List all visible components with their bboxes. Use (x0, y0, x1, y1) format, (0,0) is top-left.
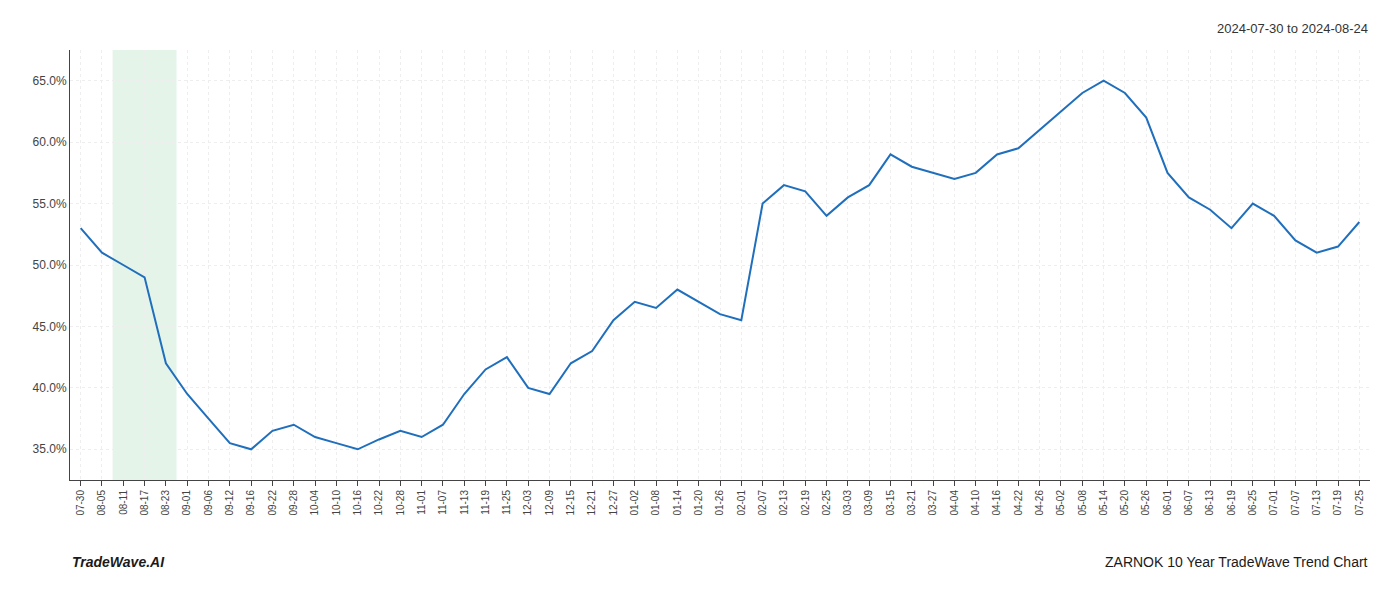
svg-text:04-16: 04-16 (991, 490, 1002, 516)
svg-text:65.0%: 65.0% (33, 74, 67, 88)
svg-text:05-14: 05-14 (1098, 490, 1109, 516)
svg-text:45.0%: 45.0% (33, 320, 67, 334)
svg-text:60.0%: 60.0% (33, 135, 67, 149)
svg-text:06-25: 06-25 (1247, 490, 1258, 516)
svg-text:02-19: 02-19 (800, 490, 811, 516)
svg-text:07-13: 07-13 (1311, 490, 1322, 516)
svg-text:09-16: 09-16 (245, 490, 256, 516)
svg-text:05-02: 05-02 (1055, 490, 1066, 516)
svg-text:04-10: 04-10 (970, 490, 981, 516)
svg-text:01-26: 01-26 (714, 490, 725, 516)
svg-text:11-19: 11-19 (480, 490, 491, 515)
svg-text:06-19: 06-19 (1226, 490, 1237, 516)
svg-text:12-27: 12-27 (608, 490, 619, 516)
svg-text:08-11: 08-11 (118, 490, 129, 515)
svg-text:10-04: 10-04 (309, 490, 320, 516)
svg-text:09-06: 09-06 (203, 490, 214, 516)
svg-text:03-27: 03-27 (927, 490, 938, 516)
svg-text:07-01: 07-01 (1268, 490, 1279, 516)
svg-text:09-22: 09-22 (267, 490, 278, 516)
svg-text:04-22: 04-22 (1013, 490, 1024, 516)
svg-text:09-12: 09-12 (224, 490, 235, 516)
svg-text:07-25: 07-25 (1354, 490, 1365, 516)
svg-text:11-01: 11-01 (416, 490, 427, 515)
svg-text:06-07: 06-07 (1183, 490, 1194, 516)
svg-text:2024-07-30 to 2024-08-24: 2024-07-30 to 2024-08-24 (1217, 21, 1368, 36)
svg-text:12-21: 12-21 (586, 490, 597, 516)
svg-text:03-15: 03-15 (885, 490, 896, 516)
svg-text:12-09: 12-09 (544, 490, 555, 516)
svg-text:06-01: 06-01 (1162, 490, 1173, 516)
svg-text:11-07: 11-07 (437, 490, 448, 515)
svg-text:03-21: 03-21 (906, 490, 917, 516)
svg-text:40.0%: 40.0% (33, 381, 67, 395)
svg-text:08-23: 08-23 (160, 490, 171, 516)
svg-text:08-05: 08-05 (96, 490, 107, 516)
svg-text:01-14: 01-14 (672, 490, 683, 516)
svg-text:02-25: 02-25 (821, 490, 832, 516)
svg-text:01-20: 01-20 (693, 490, 704, 516)
svg-text:09-01: 09-01 (181, 490, 192, 516)
svg-text:09-28: 09-28 (288, 490, 299, 516)
svg-text:11-25: 11-25 (501, 490, 512, 515)
svg-text:04-26: 04-26 (1034, 490, 1045, 516)
svg-text:01-08: 01-08 (650, 490, 661, 516)
svg-text:05-20: 05-20 (1119, 490, 1130, 516)
svg-text:01-02: 01-02 (629, 490, 640, 516)
svg-text:02-01: 02-01 (736, 490, 747, 516)
svg-text:35.0%: 35.0% (33, 442, 67, 456)
svg-text:03-09: 03-09 (863, 490, 874, 516)
svg-text:12-15: 12-15 (565, 490, 576, 516)
svg-text:10-22: 10-22 (373, 490, 384, 516)
svg-text:50.0%: 50.0% (33, 258, 67, 272)
svg-text:06-13: 06-13 (1204, 490, 1215, 516)
svg-text:08-17: 08-17 (139, 490, 150, 516)
svg-text:12-03: 12-03 (522, 490, 533, 516)
svg-text:07-07: 07-07 (1290, 490, 1301, 516)
svg-text:05-08: 05-08 (1077, 490, 1088, 516)
svg-text:04-04: 04-04 (949, 490, 960, 516)
svg-text:10-16: 10-16 (352, 490, 363, 516)
svg-text:11-13: 11-13 (459, 490, 470, 515)
svg-text:ZARNOK 10 Year TradeWave Trend: ZARNOK 10 Year TradeWave Trend Chart (1105, 554, 1368, 570)
svg-text:05-26: 05-26 (1140, 490, 1151, 516)
svg-text:02-13: 02-13 (778, 490, 789, 516)
svg-text:55.0%: 55.0% (33, 197, 67, 211)
svg-text:10-28: 10-28 (395, 490, 406, 516)
svg-text:03-03: 03-03 (842, 490, 853, 516)
svg-text:TradeWave.AI: TradeWave.AI (72, 554, 165, 570)
svg-text:10-10: 10-10 (331, 490, 342, 516)
svg-text:07-30: 07-30 (75, 490, 86, 516)
svg-text:07-19: 07-19 (1332, 490, 1343, 516)
svg-text:02-07: 02-07 (757, 490, 768, 516)
